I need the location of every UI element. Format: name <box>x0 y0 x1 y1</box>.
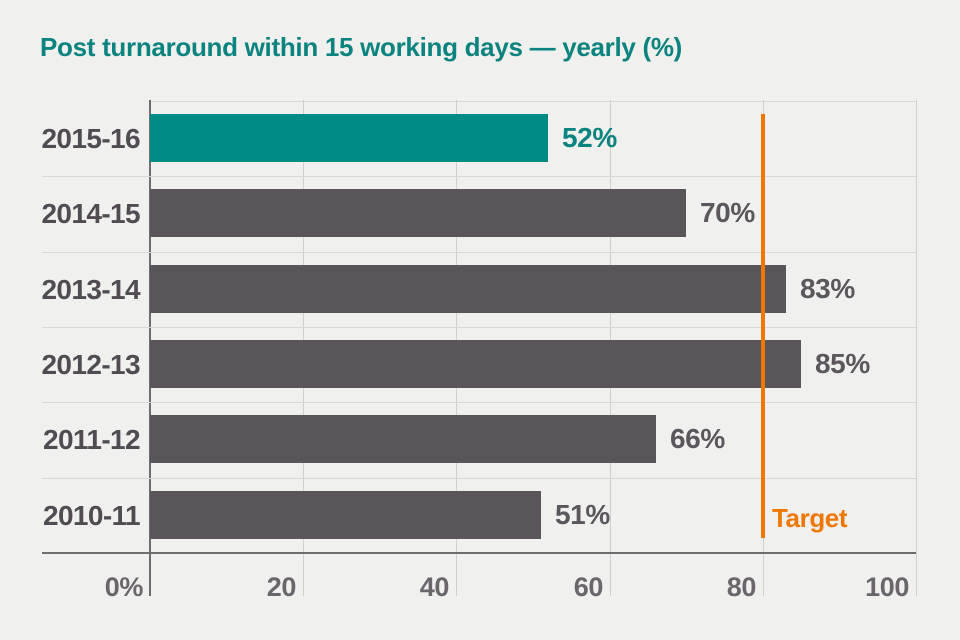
bar <box>150 415 656 463</box>
bar-value-label: 51% <box>555 499 610 530</box>
bar <box>150 340 801 388</box>
bar <box>150 114 548 162</box>
bar <box>150 491 541 539</box>
x-axis-line <box>42 552 916 554</box>
bar-value-label: 83% <box>800 273 855 304</box>
row-separator <box>42 252 916 253</box>
category-label: 2015-16 <box>41 123 140 154</box>
row-separator <box>42 478 916 479</box>
bar-value-label: 85% <box>815 348 870 379</box>
row-separator <box>42 327 916 328</box>
x-tick-label: 40 <box>419 572 450 602</box>
x-tick-label: 100 <box>865 572 909 602</box>
row-separator <box>42 402 916 403</box>
category-label: 2011-12 <box>42 424 141 455</box>
category-label: 2013-14 <box>41 274 140 305</box>
plot-top-border <box>150 101 916 102</box>
bar-value-label: 70% <box>700 197 755 228</box>
target-line <box>761 114 765 538</box>
x-tick-label: 60 <box>573 572 604 602</box>
x-tick-label: 80 <box>726 572 757 602</box>
bar-value-label: 66% <box>670 423 725 454</box>
target-label: Target <box>772 503 848 533</box>
bar <box>150 189 686 237</box>
category-label: 2010-11 <box>42 500 141 531</box>
bar-value-label: 52% <box>562 122 617 153</box>
category-label: 2014-15 <box>41 198 140 229</box>
x-tick-label: 20 <box>266 572 297 602</box>
row-separator <box>42 176 916 177</box>
category-label: 2012-13 <box>41 349 140 380</box>
grid-line-100 <box>915 100 917 596</box>
chart-title: Post turnaround within 15 working days —… <box>40 32 683 62</box>
x-tick-label: 0% <box>104 572 144 602</box>
bar <box>150 265 786 313</box>
